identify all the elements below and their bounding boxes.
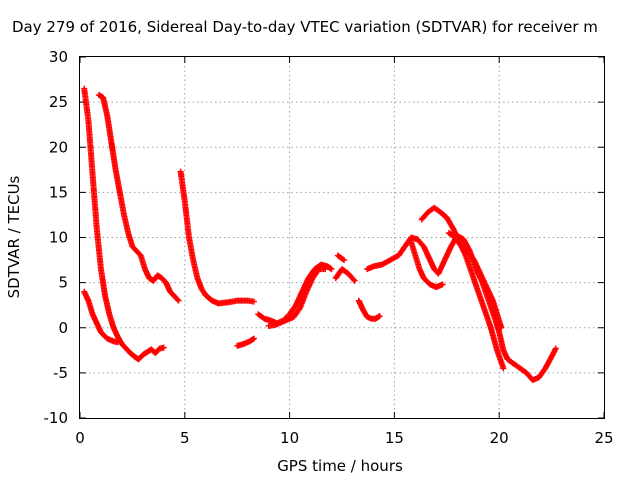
data-points	[81, 85, 559, 384]
y-tick-label: 10	[49, 229, 68, 247]
x-axis-label: GPS time / hours	[277, 457, 403, 475]
plot-frame	[79, 56, 605, 419]
series-track-5	[234, 335, 257, 349]
data-point	[498, 324, 505, 331]
series-track-2	[81, 288, 121, 346]
x-tick-label: 15	[385, 429, 404, 447]
data-point	[250, 298, 257, 305]
tick-labels: 0 5 10 15 20 25 -10 -5 0 5 10 15 20 25 30	[44, 48, 614, 447]
series-track-3	[95, 91, 182, 304]
y-tick-label: -10	[44, 409, 69, 427]
series-track-1	[81, 85, 167, 363]
x-tick-label: 20	[490, 429, 509, 447]
data-point	[552, 345, 559, 352]
y-tick-label: -5	[53, 364, 68, 382]
chart-title: Day 279 of 2016, Sidereal Day-to-day VTE…	[12, 18, 598, 36]
y-tick-label: 30	[49, 48, 68, 66]
series-track-9	[334, 252, 348, 264]
data-point	[350, 276, 357, 283]
data-point	[174, 296, 181, 303]
y-tick-label: 25	[49, 93, 68, 111]
x-tick-label: 5	[180, 429, 190, 447]
y-tick-label: 5	[58, 274, 68, 292]
data-point	[114, 339, 121, 346]
series-track-12	[418, 204, 507, 372]
data-point	[500, 365, 507, 372]
data-point	[351, 277, 358, 284]
series-track-13	[408, 239, 446, 291]
grid-lines	[80, 57, 604, 418]
data-point	[328, 266, 335, 273]
series-track-11	[364, 232, 559, 384]
y-tick-label: 15	[49, 183, 68, 201]
series-track-7	[265, 266, 329, 329]
data-point	[376, 313, 383, 320]
x-tick-label: 25	[594, 429, 613, 447]
x-tick-label: 10	[280, 429, 299, 447]
y-axis-label: SDTVAR / TECUs	[5, 175, 23, 298]
data-point	[341, 257, 348, 264]
series-track-6	[255, 261, 335, 327]
series-track-10	[355, 297, 383, 322]
data-point	[339, 256, 346, 263]
data-point	[250, 335, 257, 342]
series-track-8	[332, 266, 358, 284]
data-point	[175, 297, 182, 304]
series-track-4	[177, 168, 257, 307]
data-point	[439, 281, 446, 288]
series-track-14	[445, 229, 505, 331]
x-tick-label: 0	[75, 429, 85, 447]
data-point	[160, 344, 167, 351]
y-tick-label: 20	[49, 138, 68, 156]
data-point	[322, 266, 329, 273]
y-tick-label: 0	[58, 319, 68, 337]
